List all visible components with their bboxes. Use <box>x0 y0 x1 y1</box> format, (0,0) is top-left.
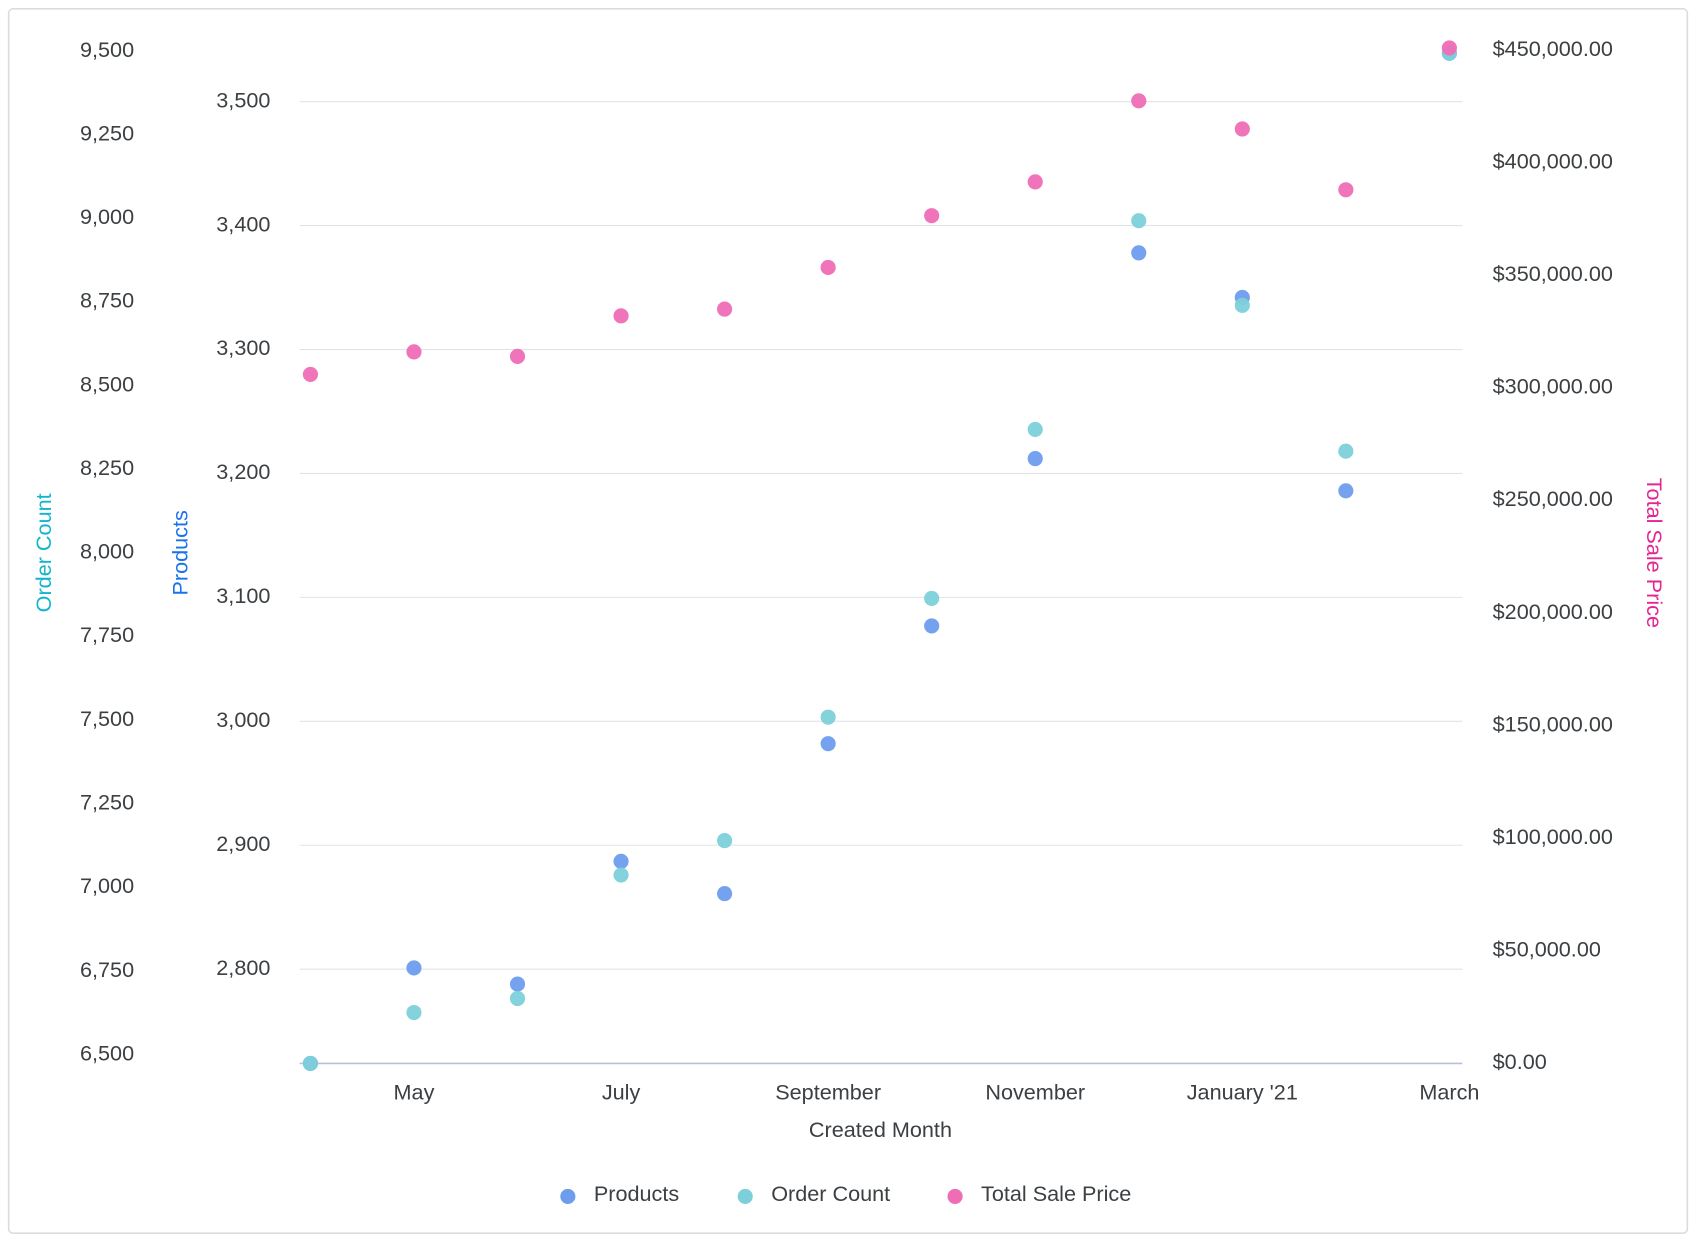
y2-tick-label: $0.00 <box>1493 1049 1547 1074</box>
data-point <box>406 1004 422 1021</box>
data-point <box>613 867 629 883</box>
y-tick-label: 3,400 <box>216 211 270 236</box>
data-point <box>820 259 836 276</box>
y2-tick-label: $250,000.00 <box>1493 486 1613 511</box>
data-point <box>1131 245 1147 261</box>
y2-axis-title: Total Sale Price <box>1642 478 1667 628</box>
y2-tick-label: $50,000.00 <box>1493 937 1601 962</box>
data-point <box>924 208 940 224</box>
legend-marker <box>560 1188 576 1204</box>
legend-marker <box>737 1188 753 1204</box>
data-point <box>1027 451 1043 467</box>
data-point <box>1027 421 1043 438</box>
data-point <box>509 976 526 992</box>
data-point <box>1234 121 1250 137</box>
y3-tick-label: 9,000 <box>80 204 134 229</box>
data-point <box>613 853 629 869</box>
x-tick-label: January '21 <box>1187 1079 1298 1104</box>
data-point <box>302 366 318 382</box>
data-point <box>924 590 940 606</box>
data-point <box>717 301 733 317</box>
data-point <box>1131 93 1147 109</box>
data-point <box>717 833 733 849</box>
y3-axis-title: Order Count <box>31 493 56 612</box>
y3-tick-label: 8,000 <box>80 539 134 564</box>
data-point <box>1338 182 1354 198</box>
y3-tick-label: 7,250 <box>80 790 134 815</box>
y3-tick-label: 8,750 <box>80 288 134 313</box>
y-tick-label: 3,200 <box>216 459 270 484</box>
y2-tick-label: $450,000.00 <box>1493 36 1613 61</box>
y2-tick-label: $350,000.00 <box>1493 261 1613 286</box>
y3-tick-label: 9,500 <box>80 37 134 62</box>
y-axis-title: Products <box>167 510 192 596</box>
y2-tick-label: $400,000.00 <box>1493 148 1613 173</box>
y-tick-label: 3,500 <box>216 87 270 112</box>
y-tick-label: 3,000 <box>216 707 270 732</box>
data-point <box>1131 213 1147 229</box>
x-tick-label: July <box>602 1079 641 1104</box>
data-point <box>406 344 422 360</box>
data-point <box>1338 483 1354 499</box>
data-point <box>1338 443 1354 459</box>
y2-tick-label: $200,000.00 <box>1493 599 1613 624</box>
data-point <box>1234 297 1250 313</box>
data-point <box>924 618 940 634</box>
x-axis-title: Created Month <box>809 1117 952 1142</box>
y3-tick-label: 7,750 <box>80 622 134 647</box>
data-point <box>406 960 422 976</box>
y-tick-label: 2,900 <box>216 831 270 856</box>
y2-tick-label: $150,000.00 <box>1493 711 1613 736</box>
data-point <box>1441 40 1457 56</box>
data-point <box>509 990 526 1007</box>
y-tick-label: 3,100 <box>216 583 270 608</box>
x-tick-label: March <box>1419 1079 1479 1104</box>
y3-tick-label: 7,500 <box>80 706 134 731</box>
data-point <box>509 348 526 364</box>
data-point <box>1027 174 1043 190</box>
data-point <box>820 736 836 752</box>
y3-tick-label: 9,250 <box>80 120 134 145</box>
legend-label: Products <box>594 1181 680 1206</box>
y3-tick-label: 6,500 <box>80 1040 134 1065</box>
x-tick-label: May <box>394 1079 435 1104</box>
chart-frame <box>7 7 1689 1235</box>
data-point <box>820 709 836 725</box>
y3-tick-label: 8,500 <box>80 371 134 396</box>
data-point <box>302 1055 318 1071</box>
x-tick-label: September <box>775 1079 881 1104</box>
y-tick-label: 2,800 <box>216 955 270 980</box>
y3-tick-label: 8,250 <box>80 455 134 480</box>
legend-marker <box>947 1188 963 1204</box>
y2-tick-label: $100,000.00 <box>1493 824 1613 849</box>
y3-tick-label: 6,750 <box>80 957 134 982</box>
data-point <box>717 886 733 902</box>
data-point <box>613 308 629 324</box>
y3-tick-label: 7,000 <box>80 873 134 898</box>
y-tick-label: 3,300 <box>216 335 270 360</box>
legend-label: Total Sale Price <box>981 1181 1131 1206</box>
y2-tick-label: $300,000.00 <box>1493 374 1613 399</box>
x-tick-label: November <box>985 1079 1085 1104</box>
legend-label: Order Count <box>771 1181 890 1206</box>
